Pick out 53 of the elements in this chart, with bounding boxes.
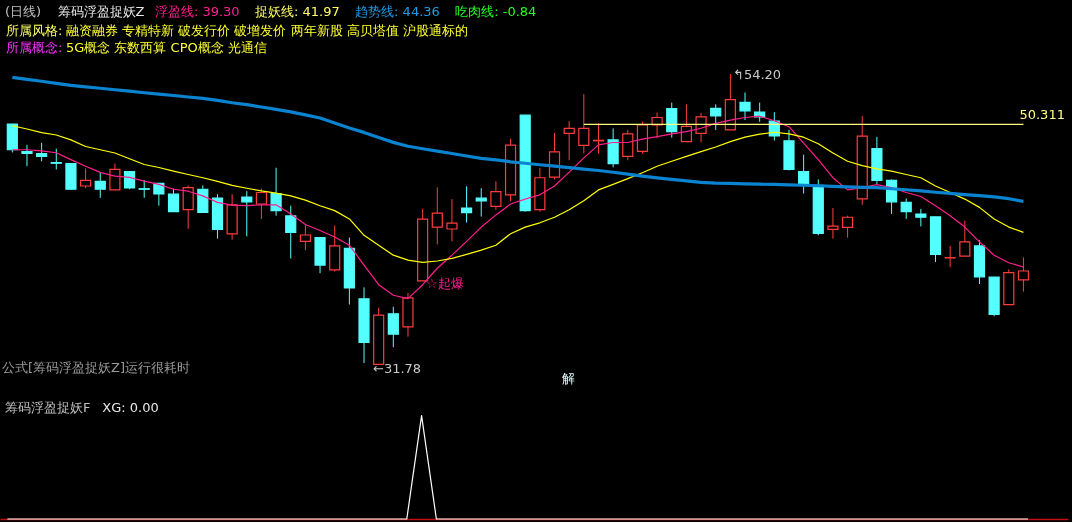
candlestick (446, 198, 458, 242)
annotation: 公式[筹码浮盈捉妖Z]运行很耗时 (2, 360, 191, 375)
candlestick (563, 120, 575, 161)
text: 解 (562, 371, 575, 386)
text: 所属概念: (6, 40, 63, 55)
candlestick (959, 220, 971, 257)
candlestick (255, 188, 268, 220)
annotation: ☆起爆 (426, 276, 464, 291)
candlestick (900, 197, 912, 220)
candlestick (915, 208, 927, 227)
annotation: ←31.78 (373, 361, 422, 376)
candlestick (182, 184, 194, 230)
annotation: ↰54.20 (733, 67, 782, 82)
candlestick (651, 111, 663, 139)
candlestick (1017, 256, 1030, 293)
candlestick (21, 144, 33, 167)
text: 所属风格: (6, 23, 63, 38)
text: 融资融券 专精特新 破发行价 破增发价 两年新股 高贝塔值 沪股通标的 (66, 23, 468, 38)
text: XG: 0.00 (102, 400, 159, 415)
candlestick (94, 171, 106, 199)
chart-title: 筹码浮盈捉妖F (5, 400, 91, 415)
candlestick (197, 184, 209, 213)
candlestick (36, 142, 48, 162)
candlestick (827, 207, 839, 240)
text: 捉妖线: 41.97 (255, 4, 340, 19)
candlestick (944, 245, 956, 268)
candlestick (578, 93, 590, 155)
candlestick (798, 154, 810, 195)
candlestick (739, 92, 751, 121)
candlestick (153, 182, 165, 207)
text: 吃肉线: -0.84 (455, 4, 537, 19)
candlestick (299, 224, 311, 251)
candlestick (109, 163, 121, 191)
candlestick (710, 103, 722, 131)
candlestick (431, 186, 443, 245)
candlestick (666, 102, 678, 139)
candlestick (50, 148, 62, 170)
chart-title: (日线) (5, 4, 42, 19)
text: 浮盈线: 39.30 (154, 4, 240, 19)
candlestick (285, 205, 297, 259)
chart-subtitle: 筹码浮盈捉妖Z (57, 4, 145, 19)
candlestick (270, 167, 282, 217)
candlestick (490, 180, 502, 211)
data-label: 50.311 (1019, 107, 1065, 123)
candlestick (80, 168, 92, 189)
text: 趋势线: 44.36 (355, 4, 440, 19)
candlestick (607, 127, 619, 168)
candlestick (841, 215, 854, 239)
candlestick (622, 129, 634, 161)
candlestick (387, 306, 399, 348)
candlestick (167, 188, 180, 213)
text: 5G概念 东数西算 CPO概念 光通信 (66, 40, 267, 55)
candlestick (460, 185, 473, 224)
